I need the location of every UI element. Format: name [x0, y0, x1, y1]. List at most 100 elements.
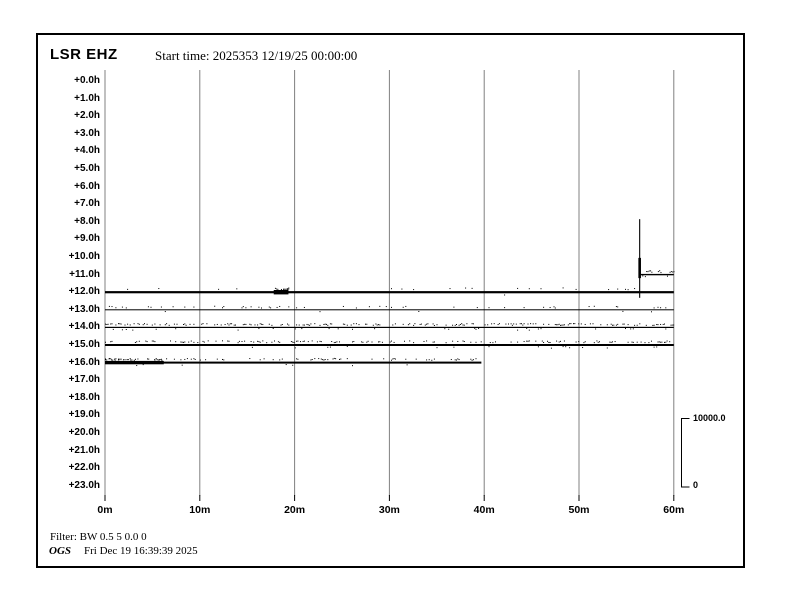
trace-event-dot [135, 358, 136, 360]
trace-noise-dot [236, 288, 238, 290]
trace-noise-dot [436, 347, 438, 349]
trace-noise-dot [280, 324, 282, 326]
trace-noise-dot [319, 340, 321, 342]
trace-event-dot [283, 288, 285, 290]
trace-row [105, 326, 674, 328]
trace-noise-dot [472, 323, 474, 325]
trace-event-dot [112, 359, 114, 361]
trace-noise-dot [465, 287, 467, 289]
trace-noise-dot [118, 323, 119, 325]
trace-noise-dot [355, 307, 357, 309]
trace-noise-dot [298, 324, 300, 326]
trace-noise-dot [136, 365, 138, 367]
trace-noise-dot [563, 340, 565, 342]
trace-noise-dot [580, 323, 582, 325]
seismic-traces [105, 270, 675, 367]
trace-noise-dot [271, 341, 273, 343]
x-axis-label: 40m [473, 504, 495, 516]
trace-noise-dot [127, 288, 129, 290]
trace-row [639, 273, 674, 276]
trace-noise-dot [665, 341, 667, 343]
trace-noise-dot [456, 323, 457, 325]
trace-noise-dot [160, 358, 162, 360]
trace-noise-dot [612, 341, 613, 343]
trace-noise-dot [323, 323, 325, 325]
y-axis-label: +17.0h [68, 374, 100, 386]
trace-noise-dot [471, 323, 473, 325]
trace-noise-dot [310, 323, 312, 325]
trace-noise-dot [523, 307, 525, 309]
trace-noise-dot [125, 307, 127, 309]
trace-noise-dot [521, 323, 522, 325]
trace-event-dot [154, 359, 156, 361]
trace-noise-dot [627, 289, 629, 291]
trace-noise-dot [145, 340, 147, 342]
trace-noise-dot [393, 358, 395, 360]
trace-noise-dot [279, 305, 281, 307]
trace-noise-dot [281, 358, 283, 360]
trace-noise-dot [110, 341, 112, 343]
trace-noise-dot [193, 306, 195, 308]
trace-noise-dot [250, 306, 252, 308]
trace-noise-dot [249, 358, 251, 360]
trace-noise-dot [630, 328, 632, 330]
trace-noise-dot [528, 288, 530, 290]
trace-noise-dot [137, 323, 139, 325]
trace-noise-dot [558, 323, 560, 325]
trace-noise-dot [115, 358, 117, 360]
trace-event-dot [156, 359, 158, 361]
trace-noise-dot [423, 340, 425, 342]
trace-noise-dot [154, 323, 156, 325]
trace-noise-dot [266, 342, 268, 344]
trace-noise-dot [391, 359, 392, 361]
trace-noise-dot [627, 324, 629, 326]
trace-noise-dot [669, 271, 671, 273]
trace-noise-dot [262, 324, 264, 326]
trace-noise-dot [231, 323, 233, 325]
trace-noise-dot [333, 357, 335, 359]
y-axis-label: +2.0h [74, 110, 100, 122]
trace-noise-dot [303, 324, 305, 326]
trace-noise-dot [511, 324, 513, 326]
trace-noise-dot [652, 324, 654, 326]
trace-noise-dot [505, 323, 507, 325]
trace-noise-dot [279, 359, 281, 361]
trace-noise-dot [634, 324, 636, 326]
trace-noise-dot [462, 324, 464, 326]
trace-noise-dot [257, 340, 259, 342]
trace-noise-dot [346, 345, 348, 347]
trace-noise-dot [523, 341, 525, 343]
trace-noise-dot [237, 329, 239, 331]
trace-noise-dot [526, 340, 528, 342]
trace-noise-dot [610, 341, 612, 343]
trace-event-dot [147, 358, 148, 360]
trace-noise-dot [394, 323, 396, 325]
trace-noise-dot [181, 364, 183, 366]
trace-noise-dot [259, 359, 261, 361]
station-title: LSR EHZ [50, 46, 118, 63]
trace-noise-dot [144, 323, 145, 325]
y-axis-label: +7.0h [74, 198, 100, 210]
trace-noise-dot [651, 340, 652, 342]
trace-noise-dot [268, 323, 270, 325]
trace-noise-dot [263, 358, 265, 360]
trace-noise-dot [548, 341, 550, 343]
trace-noise-dot [452, 324, 454, 326]
trace-noise-dot [311, 340, 313, 342]
trace-noise-dot [333, 342, 335, 344]
trace-noise-dot [632, 341, 634, 343]
trace-event-dot [274, 287, 276, 289]
trace-noise-dot [450, 358, 452, 360]
trace-noise-dot [136, 341, 138, 343]
trace-noise-dot [292, 364, 294, 366]
trace-noise-dot [461, 323, 463, 325]
trace-noise-dot [665, 328, 667, 330]
trace-noise-dot [634, 288, 636, 290]
trace-noise-dot [344, 323, 346, 325]
trace-noise-dot [550, 347, 552, 349]
trace-event-dot [120, 358, 122, 360]
agency-label: OGS [49, 545, 72, 557]
trace-noise-dot [160, 306, 162, 308]
trace-noise-dot [106, 323, 108, 325]
trace-noise-dot [665, 307, 667, 309]
